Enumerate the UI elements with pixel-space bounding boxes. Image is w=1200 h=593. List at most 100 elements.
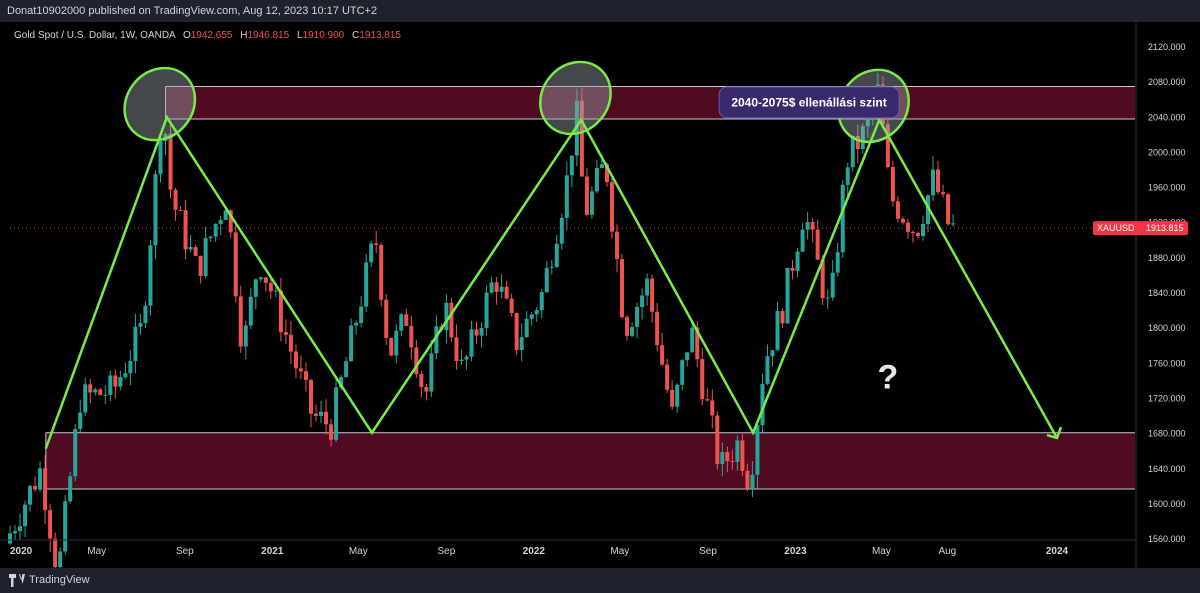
candle-body-165 [835,252,840,273]
y-tick-6: 1880.000 [1148,253,1186,263]
candle-body-154 [780,310,785,324]
candle-body-59 [303,371,308,380]
candle-body-126 [640,295,645,308]
annotation-background [718,86,900,119]
candle-body-139 [705,399,710,401]
x-tick-12: 2024 [1046,546,1069,557]
price-chart[interactable]: 2040-2075$ ellenállási szint ? Gold Spot… [0,22,1200,568]
candle-body-97 [494,282,499,292]
candle-body-77 [394,330,399,356]
y-tick-3: 2000.000 [1148,147,1186,157]
candle-body-109 [554,243,559,267]
candle-body-129 [655,311,660,346]
candles [8,72,956,568]
candle-body-46 [238,296,243,347]
candle-body-2 [18,526,23,532]
candle-body-7 [43,468,48,511]
candle-body-60 [308,379,313,414]
candle-body-150 [760,383,765,426]
candle-body-120 [609,182,614,232]
candle-body-79 [404,314,409,326]
candle-body-155 [785,267,790,324]
time-axis[interactable]: 2020 May Sep 2021 May Sep 2022 May Sep 2023 May Aug… [10,546,1069,557]
candle-body-149 [755,425,760,475]
candle-body-72 [369,243,374,263]
candle-body-99 [504,286,509,299]
candle-body-93 [474,329,479,336]
candle-body-89 [454,337,459,362]
candle-body-85 [434,326,439,354]
footer-brand: TradingView [29,574,90,586]
highlight-ellipse-0 [123,66,197,142]
candle-body-114 [579,100,584,177]
candle-body-4 [28,485,33,505]
footer-bar: TradingView [0,568,1200,593]
candle-body-23 [123,373,128,378]
y-tick-0: 2120.000 [1148,42,1186,52]
candle-body-53 [273,290,278,292]
candle-body-119 [604,164,609,183]
y-tick-1: 2080.000 [1148,77,1186,87]
candle-body-10 [58,551,63,568]
candle-body-179 [905,222,910,232]
candle-body-159 [805,222,810,230]
candle-body-39 [203,238,208,276]
legend-open: 1942.655 [191,30,233,41]
candle-body-11 [63,501,68,552]
candle-body-124 [630,326,635,336]
candle-body-61 [314,413,319,416]
candle-body-64 [329,424,334,440]
candle-body-171 [865,114,870,127]
candle-body-148 [750,474,755,489]
candle-body-73 [374,243,379,245]
candle-body-170 [860,126,865,150]
legend-symbol: Gold Spot / U.S. Dollar, 1W, OANDA [14,30,176,41]
x-tick-0: 2020 [10,546,33,557]
candle-body-103 [524,318,529,338]
candle-body-143 [725,452,730,462]
candle-body-16 [88,384,93,393]
candle-body-94 [479,327,484,336]
candle-body-82 [419,374,424,387]
x-tick-4: May [349,546,368,557]
candle-body-48 [248,296,253,326]
candle-body-163 [825,297,830,299]
legend-l-label: L [297,30,303,41]
candle-body-91 [464,356,469,360]
candle-body-63 [324,411,329,425]
candle-body-137 [695,327,700,360]
x-tick-6: 2022 [523,546,546,557]
candle-body-13 [73,429,78,477]
trend-zigzag-line [44,114,1059,450]
candle-body-130 [660,345,665,365]
candle-body-116 [589,191,594,215]
candle-body-41 [213,224,218,237]
candle-body-32 [168,133,173,190]
candle-body-90 [459,359,464,362]
candle-body-128 [650,278,655,312]
candle-body-141 [715,415,720,465]
candle-body-8 [48,510,53,539]
candle-body-57 [293,351,298,369]
candle-body-56 [288,334,293,352]
candle-body-135 [685,352,690,361]
x-tick-3: 2021 [261,546,284,557]
candle-body-112 [569,155,574,176]
candle-body-54 [278,290,283,333]
candle-body-178 [900,218,905,223]
legend-low: 1910.900 [303,30,345,41]
candle-body-110 [559,217,564,244]
price-axis[interactable]: 2120.000 2080.000 2040.000 2000.000 1960.000… [1148,42,1186,544]
candle-body-37 [193,247,198,256]
candle-body-69 [354,322,359,326]
candle-body-184 [931,169,936,196]
candle-body-188 [951,223,956,225]
y-tick-8: 1800.000 [1148,323,1186,333]
candle-body-17 [93,389,98,393]
candle-body-44 [228,210,233,233]
candle-body-6 [38,468,43,490]
candle-body-180 [910,231,915,233]
candle-body-161 [815,229,820,260]
candle-body-182 [920,223,925,236]
